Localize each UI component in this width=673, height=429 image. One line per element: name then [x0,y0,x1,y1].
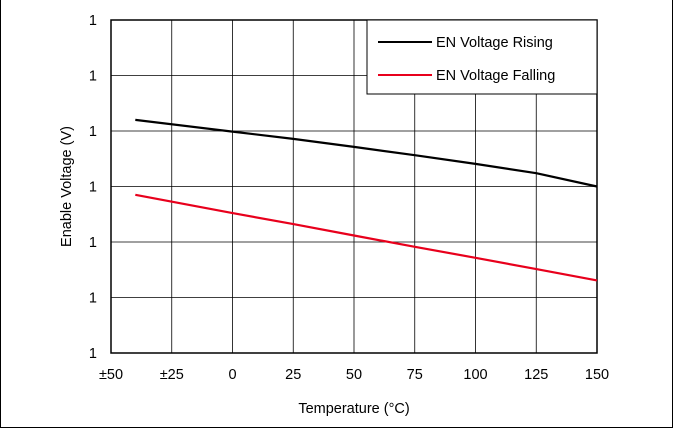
x-tick-label: 150 [585,367,609,383]
x-tick-label: ±25 [160,367,184,383]
y-tick-label: 1 [89,13,97,29]
x-tick-label: 125 [524,367,548,383]
y-tick-label: 1 [89,235,97,251]
x-tick-label: 50 [346,367,362,383]
y-axis-ticks: 1 1 1 1 1 1 1 [89,13,97,362]
legend: EN Voltage Rising EN Voltage Falling [366,19,598,95]
y-tick-label: 1 [89,290,97,306]
x-tick-label: 25 [285,367,301,383]
legend-label-rising: EN Voltage Rising [436,35,553,51]
x-tick-label: 0 [228,367,236,383]
y-tick-label: 1 [89,69,97,85]
series-line-falling [135,193,598,282]
x-tick-label: 75 [407,367,423,383]
y-tick-label: 1 [89,124,97,140]
x-tick-label: 100 [463,367,487,383]
y-axis-title: Enable Voltage (V) [59,126,75,247]
legend-box [366,19,598,95]
y-tick-label: 1 [89,180,97,196]
x-axis-ticks: ±50 ±25 0 25 50 75 100 125 150 [99,367,609,383]
y-tick-label: 1 [89,346,97,362]
x-axis-title: Temperature (°C) [298,401,409,417]
series-layer [135,118,598,282]
x-tick-label: ±50 [99,367,123,383]
legend-label-falling: EN Voltage Falling [436,68,555,84]
series-line-rising [135,118,598,188]
